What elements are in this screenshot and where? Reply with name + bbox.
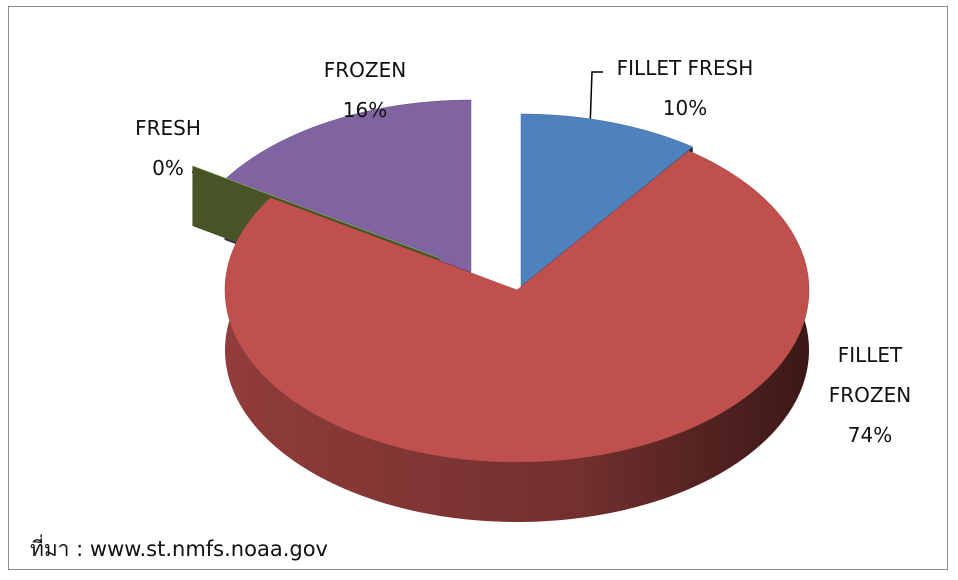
slice [223, 99, 472, 273]
slice-label: FROZEN [323, 58, 407, 82]
slice-value-label: 16% [342, 98, 388, 122]
source-note: ที่มา : www.st.nmfs.noaa.gov [30, 537, 328, 561]
chart-border [8, 6, 948, 570]
slice-label: FILLET FROZEN [828, 343, 912, 407]
slice-value-label: 74% [847, 423, 893, 447]
slice-label: FILLET FRESH [616, 56, 754, 80]
slice [520, 113, 694, 287]
slice-value-label: 10% [662, 96, 708, 120]
slice-label: FRESH [135, 116, 201, 140]
slice-value-label: 0% [152, 156, 184, 180]
slice [224, 150, 810, 463]
leader-line [589, 71, 603, 129]
